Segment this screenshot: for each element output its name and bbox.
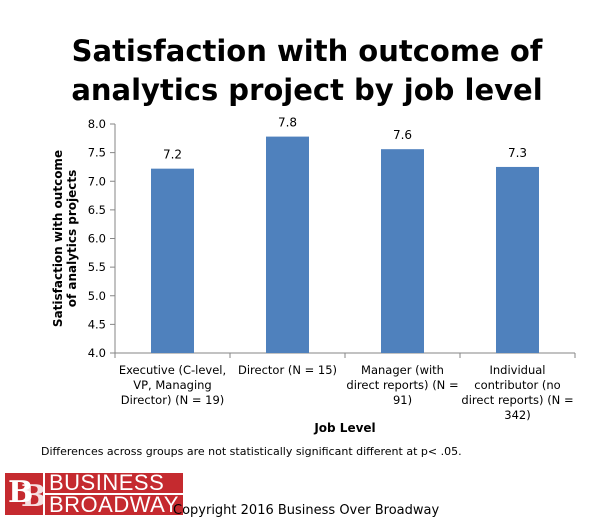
x-tick-label: 342) (504, 408, 530, 422)
chart: Satisfaction with outcome of analytics pr… (41, 34, 576, 458)
x-tick-label: Director (N = 15) (238, 363, 337, 377)
x-tick-label: Manager (with (361, 363, 444, 377)
y-axis-title-line: Satisfaction with outcome (51, 150, 65, 327)
bar (151, 168, 194, 353)
bar (266, 136, 309, 353)
y-tick-label: 6.0 (88, 232, 106, 246)
copyright-text: Copyright 2016 Business Over Broadway (173, 503, 440, 518)
x-tick-label: Individual (489, 363, 545, 377)
logo-wordmark: BUSINESS BROADWAY (45, 472, 183, 516)
x-tick-label: contributor (no (474, 378, 560, 392)
x-tick-label: Director) (N = 19) (121, 393, 225, 407)
chart-title-line: Satisfaction with outcome of (72, 34, 543, 68)
bar (381, 149, 424, 353)
x-tick-label: VP, Managing (133, 378, 212, 392)
x-axis-title: Job Level (313, 421, 375, 435)
chart-title: Satisfaction with outcome of analytics pr… (71, 34, 542, 107)
x-tick-label: direct reports) (N = (461, 393, 573, 407)
x-tick-label: 91) (393, 393, 412, 407)
y-tick-label: 5.5 (88, 260, 106, 274)
x-tick-label: direct reports) (N = (346, 378, 458, 392)
y-tick-label: 4.0 (88, 346, 106, 360)
y-axis-title: Satisfaction with outcome of analytics pr… (51, 150, 79, 327)
data-label: 7.6 (393, 128, 412, 142)
y-tick-label: 4.5 (88, 317, 106, 331)
data-label: 7.8 (278, 116, 297, 130)
y-tick-label: 7.5 (88, 146, 106, 160)
data-label: 7.2 (163, 148, 182, 162)
y-tick-label: 5.0 (88, 289, 106, 303)
bar (496, 166, 539, 353)
y-tick-label: 7.0 (88, 174, 106, 188)
logo-line-1: BUSINESS (45, 472, 183, 494)
x-tick-label: Executive (C-level, (119, 363, 226, 377)
category-labels: Executive (C-level,VP, ManagingDirector)… (119, 363, 574, 422)
y-tick-label: 8.0 (88, 117, 106, 131)
y-axis-title-line: of analytics projects (65, 170, 79, 308)
logo-line-2: BROADWAY (45, 494, 183, 516)
data-label: 7.3 (508, 146, 527, 160)
y-tick-label: 6.5 (88, 203, 106, 217)
bars: 7.2 7.8 7.6 7.3 (151, 116, 539, 353)
chart-title-line: analytics project by job level (71, 73, 542, 107)
footnote: Differences across groups are not statis… (41, 445, 462, 458)
